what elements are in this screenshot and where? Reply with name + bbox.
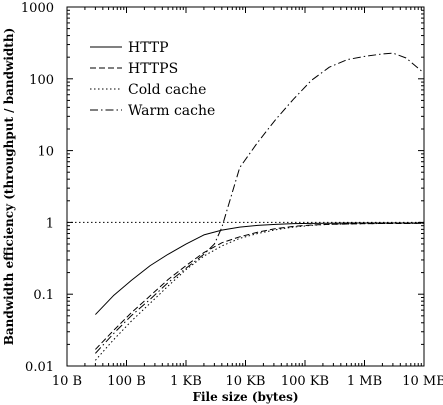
y-tick-label: 1000: [21, 1, 54, 16]
x-tick-label: 100 KB: [281, 374, 329, 389]
x-tick-label: 10 KB: [226, 374, 266, 389]
series-line-cold-cache: [95, 222, 425, 361]
x-tick-label: 1 MB: [347, 374, 382, 389]
y-tick-label: 0.1: [33, 288, 54, 303]
series-line-warm-cache: [95, 52, 425, 354]
x-tick-label: 10 B: [52, 374, 82, 389]
x-axis-title: File size (bytes): [192, 390, 298, 404]
series-group: [67, 52, 425, 361]
x-tick-label: 10 MB: [402, 374, 443, 389]
y-tick-label: 1: [46, 216, 54, 231]
ticks-group: 10 B 100 B 1 KB 10 KB 100 KB 1 MB 10 MB 0.01 0.1…: [21, 1, 443, 389]
legend-label-cold-cache: Cold cache: [128, 82, 206, 98]
legend: HTTP HTTPS Cold cache Warm cache: [90, 40, 215, 119]
y-tick-label: 0.01: [25, 360, 54, 375]
legend-label-https: HTTPS: [128, 61, 178, 77]
y-tick-label: 100: [29, 73, 54, 88]
y-axis-title: Bandwidth efficiency (throughput / bandw…: [2, 28, 16, 346]
legend-label-warm-cache: Warm cache: [128, 103, 215, 119]
y-tick-label: 10: [37, 145, 54, 160]
x-tick-label: 100 B: [107, 374, 146, 389]
series-line-http: [95, 222, 424, 315]
series-line-https: [95, 222, 425, 350]
plot-frame: [66, 6, 425, 367]
legend-label-http: HTTP: [128, 40, 169, 56]
x-tick-label: 1 KB: [170, 374, 202, 389]
